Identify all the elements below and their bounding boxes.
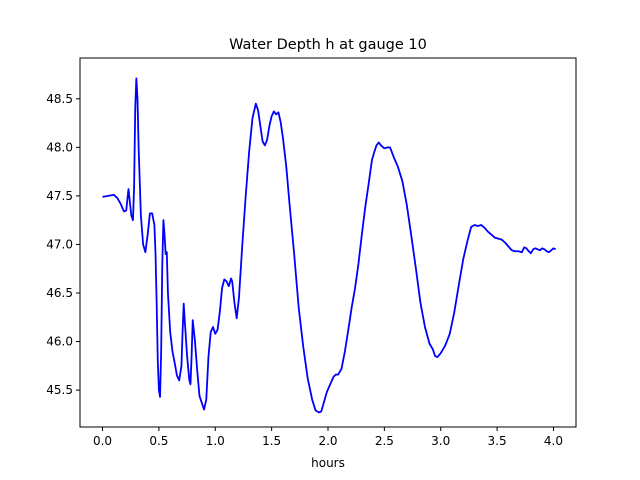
y-tick-label: 47.0 [46, 237, 73, 251]
x-tick-label: 1.5 [262, 434, 281, 448]
y-axis: 45.5 46.0 46.5 47.0 47.5 48.0 48.5 [46, 92, 80, 397]
series-line-1 [102, 77, 557, 414]
x-tick-label: 2.5 [375, 434, 394, 448]
x-tick-label: 2.0 [318, 434, 337, 448]
y-tick-label: 46.0 [46, 335, 73, 349]
x-axis: 0.0 0.5 1.0 1.5 2.0 2.5 3.0 3.5 4.0 [93, 427, 563, 448]
x-tick-label: 0.0 [93, 434, 112, 448]
y-tick-label: 48.5 [46, 92, 73, 106]
chart-title: Water Depth h at gauge 10 [229, 37, 427, 53]
x-tick-label: 3.0 [431, 434, 450, 448]
y-tick-label: 47.5 [46, 189, 73, 203]
x-tick-label: 1.0 [206, 434, 225, 448]
y-tick-label: 48.0 [46, 140, 73, 154]
x-tick-label: 3.5 [488, 434, 507, 448]
y-tick-label: 45.5 [46, 383, 73, 397]
y-tick-label: 46.5 [46, 286, 73, 300]
plot-area [102, 77, 557, 414]
x-tick-label: 0.5 [149, 434, 168, 448]
x-tick-label: 4.0 [544, 434, 563, 448]
x-axis-label: hours [311, 456, 345, 470]
